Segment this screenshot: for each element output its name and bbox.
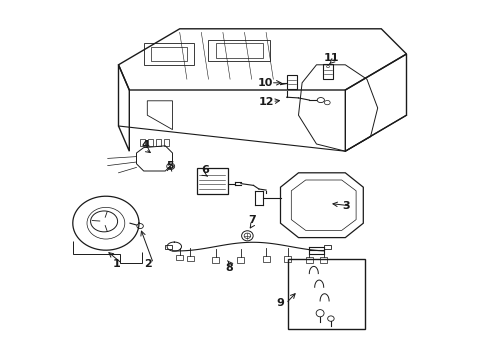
Bar <box>286 75 297 89</box>
Text: 5: 5 <box>165 161 173 171</box>
Text: 8: 8 <box>225 263 233 273</box>
Text: 11: 11 <box>323 53 339 63</box>
Bar <box>197 168 227 194</box>
Text: 1: 1 <box>113 258 121 269</box>
Text: 4: 4 <box>141 140 149 150</box>
Text: 7: 7 <box>248 215 256 225</box>
Text: 9: 9 <box>276 298 284 309</box>
Bar <box>287 259 365 329</box>
Bar <box>322 64 332 79</box>
Text: 12: 12 <box>259 96 274 107</box>
Text: 2: 2 <box>144 258 152 269</box>
Text: 10: 10 <box>257 78 272 88</box>
Text: 3: 3 <box>342 201 349 211</box>
Text: 6: 6 <box>201 165 208 175</box>
